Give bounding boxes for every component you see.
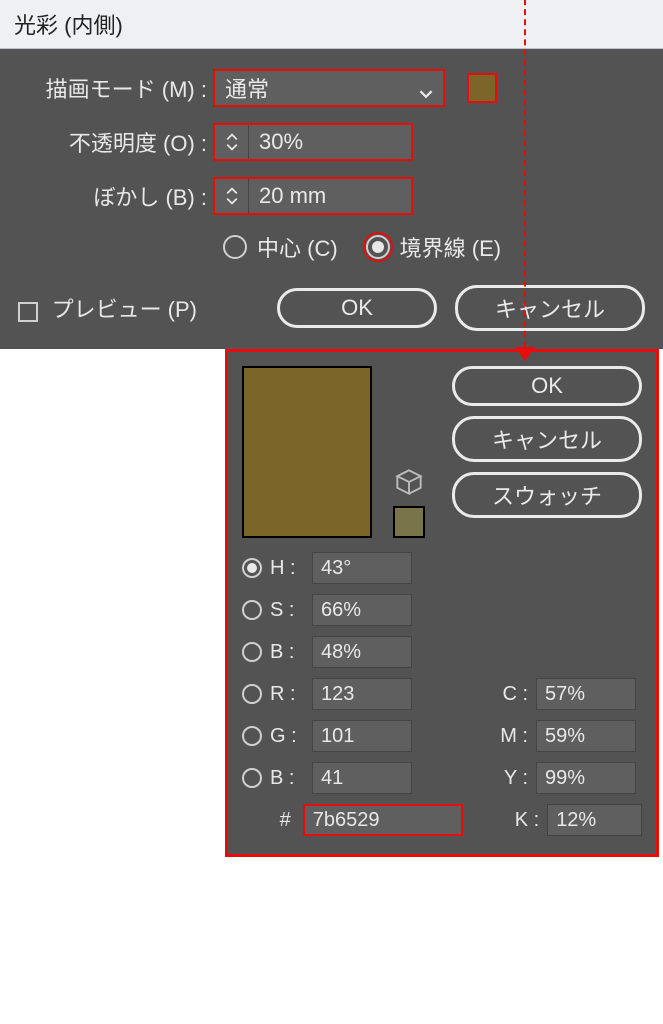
blend-mode-dropdown[interactable]: 通常	[213, 69, 445, 107]
label-m: M :	[492, 725, 528, 748]
opacity-input[interactable]: 30%	[249, 125, 411, 159]
input-hex[interactable]: 7b6529	[303, 804, 464, 836]
label-r: R :	[270, 683, 304, 706]
chevron-down-icon	[419, 81, 433, 95]
chevron-up-icon	[226, 133, 238, 141]
blur-spinner[interactable]: 20 mm	[213, 177, 413, 215]
spinner-buttons[interactable]	[215, 179, 249, 213]
label-s: S :	[270, 599, 304, 622]
color-preview-swatch[interactable]	[242, 366, 372, 538]
dialog-title: 光彩 (内側)	[0, 0, 663, 49]
picker-swatch-button[interactable]: スウォッチ	[452, 472, 642, 518]
annotation-arrow-head-icon	[515, 347, 535, 361]
picker-ok-button[interactable]: OK	[452, 366, 642, 406]
opacity-label: 不透明度 (O) :	[18, 126, 213, 158]
radio-dot-icon	[372, 241, 384, 253]
ok-button[interactable]: OK	[277, 288, 437, 328]
label-b-rgb: B :	[270, 767, 304, 790]
label-b-hsb: B :	[270, 641, 304, 664]
label-hex: #	[242, 809, 295, 832]
radio-b-hsb[interactable]	[242, 642, 262, 662]
label-g: G :	[270, 725, 304, 748]
label-c: C :	[492, 683, 528, 706]
preview-checkbox[interactable]	[18, 302, 38, 322]
radio-r[interactable]	[242, 684, 262, 704]
preview-checkbox-wrap[interactable]: プレビュー (P)	[18, 292, 197, 324]
glow-color-swatch[interactable]	[467, 73, 497, 103]
chevron-down-icon	[226, 197, 238, 205]
color-picker-panel: OK キャンセル スウォッチ H : 43° S : 66% B : 48% R…	[225, 349, 659, 857]
input-m[interactable]: 59%	[536, 720, 636, 752]
opacity-spinner[interactable]: 30%	[213, 123, 413, 161]
input-s[interactable]: 66%	[312, 594, 412, 626]
radio-b-rgb[interactable]	[242, 768, 262, 788]
annotation-arrow-line	[524, 0, 526, 357]
input-b-rgb[interactable]: 41	[312, 762, 412, 794]
radio-edge-label: 境界線 (E)	[400, 231, 501, 263]
radio-s[interactable]	[242, 600, 262, 620]
radio-center[interactable]	[223, 235, 247, 259]
blur-label: ぼかし (B) :	[18, 180, 213, 212]
input-b-hsb[interactable]: 48%	[312, 636, 412, 668]
blend-mode-value: 通常	[225, 72, 269, 104]
input-c[interactable]: 57%	[536, 678, 636, 710]
radio-h[interactable]	[242, 558, 262, 578]
blur-input[interactable]: 20 mm	[249, 179, 411, 213]
input-h[interactable]: 43°	[312, 552, 412, 584]
input-k[interactable]: 12%	[547, 804, 642, 836]
radio-center-label: 中心 (C)	[257, 231, 338, 263]
chevron-down-icon	[226, 143, 238, 151]
chevron-up-icon	[226, 187, 238, 195]
preview-label: プレビュー (P)	[52, 297, 197, 322]
label-h: H :	[270, 557, 304, 580]
blend-mode-label: 描画モード (M) :	[18, 72, 213, 104]
radio-g[interactable]	[242, 726, 262, 746]
cube-icon[interactable]	[395, 468, 423, 496]
previous-color-swatch[interactable]	[393, 506, 425, 538]
input-r[interactable]: 123	[312, 678, 412, 710]
cancel-button[interactable]: キャンセル	[455, 285, 645, 331]
input-g[interactable]: 101	[312, 720, 412, 752]
radio-edge[interactable]	[366, 235, 390, 259]
spinner-buttons[interactable]	[215, 125, 249, 159]
picker-cancel-button[interactable]: キャンセル	[452, 416, 642, 462]
label-y: Y :	[492, 767, 528, 790]
radio-dot-icon	[247, 563, 257, 573]
input-y[interactable]: 99%	[536, 762, 636, 794]
label-k: K :	[505, 809, 539, 832]
inner-glow-panel: 描画モード (M) : 通常 不透明度 (O) : 30% ぼかし (B) : …	[0, 49, 663, 349]
